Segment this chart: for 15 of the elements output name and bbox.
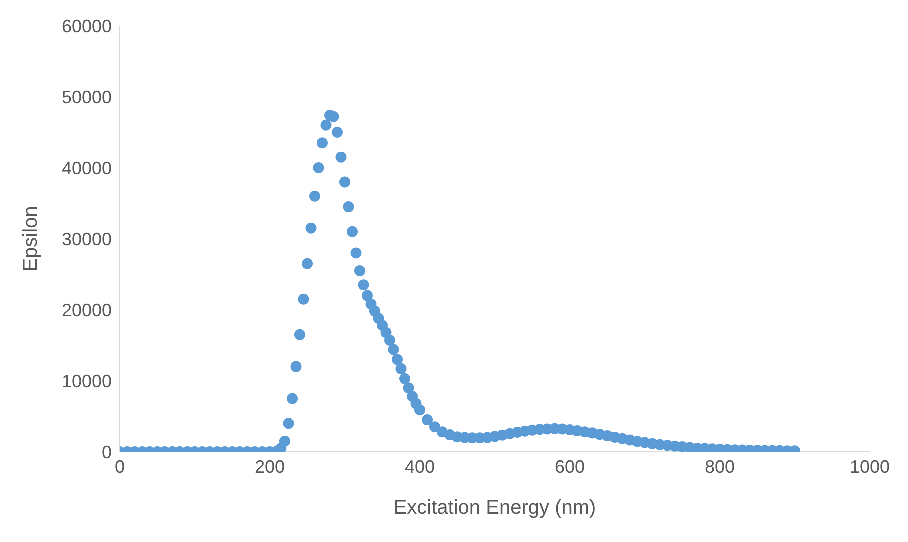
x-tick-label: 200 (254, 456, 286, 477)
y-tick-label: 50000 (62, 87, 112, 108)
y-tick-label: 10000 (62, 371, 112, 392)
x-axis-title: Excitation Energy (nm) (394, 497, 596, 519)
y-axis-title: Epsilon (20, 206, 42, 272)
y-tick-label: 60000 (62, 16, 112, 36)
x-tick-label: 0 (114, 456, 126, 477)
x-tick-label: 400 (404, 456, 436, 477)
y-tick-label: 30000 (62, 229, 112, 250)
y-tick-label: 40000 (62, 158, 112, 178)
x-tick-label: 600 (554, 456, 586, 477)
x-tick-label: 1000 (850, 456, 890, 477)
y-tick-label: 0 (102, 442, 112, 462)
y-tick-label: 20000 (62, 300, 112, 320)
x-tick-label: 800 (704, 456, 736, 477)
